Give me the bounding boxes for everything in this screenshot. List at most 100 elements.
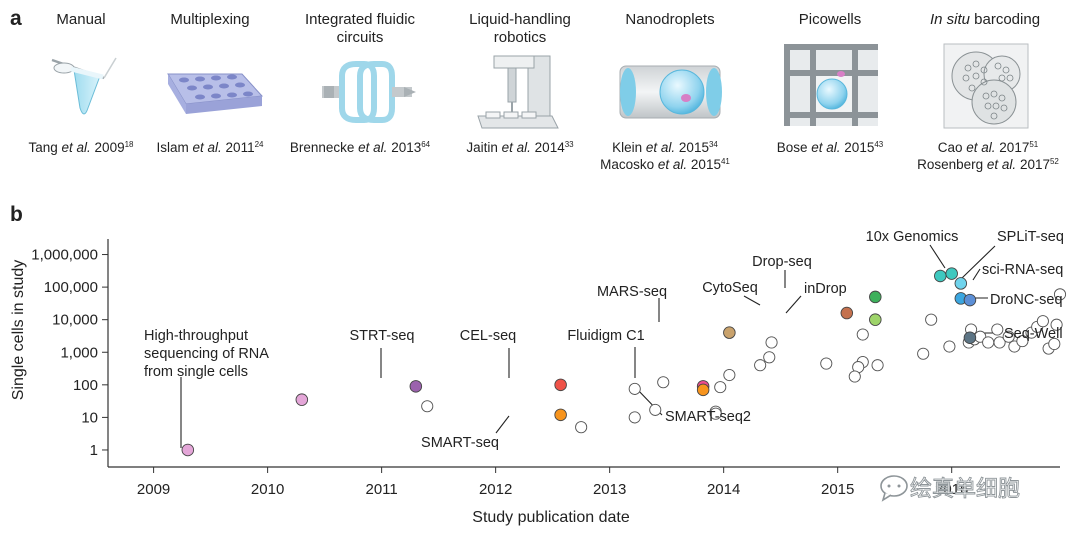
- chart-ticks: 2009 2010 2011 2012 2013 2014 2015 2016 1 10 100 1,…: [31, 247, 968, 498]
- method-in-situ-barcoding: In situ barcoding: [930, 11, 1040, 28]
- label-indrop: inDrop: [804, 281, 847, 297]
- citation: Cao et al. 201751: [938, 140, 1039, 155]
- other-study-point: [765, 336, 778, 349]
- other-study-point: [657, 376, 670, 389]
- other-study-point: [1002, 330, 1015, 343]
- label-cytoseq: CytoSeq: [702, 280, 758, 296]
- other-study-point: [917, 347, 930, 360]
- method-title: Manual: [56, 11, 105, 28]
- watermark: 绘真单细胞: [880, 475, 1020, 502]
- label-drop-seq: Drop-seq: [752, 254, 812, 270]
- leader-line: [743, 295, 761, 306]
- point-smart-seq: [554, 408, 567, 422]
- point-cel-seq: [554, 378, 567, 392]
- point-indrop: [869, 313, 882, 326]
- label-sci-rna-seq: sci-RNA-seq: [982, 262, 1063, 278]
- method-title: circuits: [337, 29, 384, 46]
- point-split-seq: [954, 277, 968, 290]
- label-high-throughput-sequencing-of-rna: from single cells: [144, 364, 248, 380]
- chat-bubble-icon: [880, 475, 908, 502]
- citation: Brennecke et al. 201364: [290, 140, 431, 155]
- annotation-labels: High-throughput sequencing of RNA from sin…: [144, 229, 1064, 451]
- y-tick-label: 10: [81, 409, 98, 426]
- x-tick-label: 2009: [137, 481, 170, 498]
- other-study-point: [943, 340, 956, 353]
- other-study-point: [1036, 315, 1049, 328]
- other-study-point: [848, 370, 861, 383]
- other-study-point: [991, 323, 1004, 336]
- panel-b-letter: b: [10, 203, 23, 226]
- other-study-point: [993, 336, 1006, 349]
- method-title: robotics: [494, 29, 547, 46]
- point-cytoseq: [840, 306, 854, 320]
- point-strt-seq: [409, 380, 423, 393]
- method-integrated-fluidic-circuits: Integrated fluidic circuits: [305, 11, 416, 46]
- x-tick-label: 2011: [365, 481, 397, 498]
- point-10x-genomics-a: [934, 269, 947, 283]
- y-tick-label: 10,000: [52, 312, 98, 329]
- label-cel-seq: CEL-seq: [460, 328, 516, 344]
- label-10x-genomics-a: 10x Genomics: [866, 229, 959, 245]
- label-mars-seq: MARS-seq: [597, 284, 667, 300]
- x-tick-label: 2016: [935, 481, 968, 498]
- method-title: Nanodroplets: [625, 11, 714, 28]
- citation: Tang et al. 200918: [28, 140, 134, 155]
- other-study-point: [723, 368, 736, 382]
- y-tick-label: 100,000: [44, 279, 98, 296]
- label-seq-well: Seq-Well: [1004, 326, 1063, 342]
- other-study-point: [628, 411, 641, 424]
- other-study-point: [649, 403, 662, 416]
- other-study-point: [754, 359, 767, 372]
- label-smart-seq2: SMART-seq2: [665, 409, 751, 425]
- other-study-point: [1048, 337, 1061, 350]
- method-title: Multiplexing: [170, 11, 249, 28]
- other-study-point: [763, 351, 776, 364]
- citations: Tang et al. 200918 Islam et al. 201124 Bre…: [28, 140, 1059, 172]
- y-tick-label: 1: [90, 442, 98, 459]
- point-seq-well: [963, 331, 977, 344]
- citation: Rosenberg et al. 201752: [917, 157, 1059, 172]
- method-multiplexing: Multiplexing: [170, 11, 249, 28]
- method-picowells: Picowells: [799, 11, 862, 28]
- chart-axes: [107, 239, 1060, 468]
- leader-line: [495, 415, 510, 434]
- point-drop-seq: [869, 290, 882, 304]
- citation: Klein et al. 201534: [612, 140, 718, 155]
- droplet-channel-icon: [619, 65, 722, 119]
- y-tick-label: 1,000: [60, 344, 98, 361]
- cell-clusters-icon: [943, 43, 1029, 129]
- other-study-point: [1053, 288, 1067, 301]
- tube-pipette-icon: [51, 57, 117, 115]
- point-mars-seq: [723, 326, 736, 339]
- x-tick-label: 2015: [821, 481, 854, 498]
- other-study-point: [628, 382, 641, 395]
- method-title: In situ barcoding: [930, 11, 1040, 28]
- highlighted-points: [181, 267, 977, 457]
- other-study-point: [1016, 335, 1029, 348]
- watermark-text: 绘真单细胞: [910, 477, 1020, 502]
- method-liquid-handling-robotics: Liquid-handling robotics: [469, 11, 571, 46]
- method-title: Liquid-handling: [469, 11, 571, 28]
- other-study-point: [714, 381, 727, 394]
- other-study-point: [856, 328, 869, 341]
- leader-line: [972, 268, 981, 281]
- label-fluidigm-c1: Fluidigm C1: [567, 328, 644, 344]
- point-high-throughput-sequencing-of-rna: [181, 443, 195, 457]
- x-tick-label: 2014: [707, 481, 740, 498]
- citation: Jaitin et al. 201433: [466, 140, 574, 155]
- y-axis-label: Single cells in study: [10, 260, 27, 401]
- other-study-point: [925, 313, 938, 326]
- other-study-point: [709, 407, 722, 420]
- point-smart-seq2: [696, 383, 710, 397]
- fluidic-circuit-icon: [322, 61, 416, 123]
- scatter-chart: 2009 2010 2011 2012 2013 2014 2015 2016 1 10 100 1,…: [10, 229, 1067, 526]
- x-tick-label: 2013: [593, 481, 626, 498]
- point-unlabeled-2010: [295, 393, 309, 406]
- citation: Macosko et al. 201541: [600, 157, 730, 172]
- leader-line: [961, 245, 996, 279]
- label-high-throughput-sequencing-of-rna: High-throughput: [144, 328, 248, 344]
- citation: Bose et al. 201543: [777, 140, 884, 155]
- annotation-leaders: [180, 244, 1001, 448]
- picowell-icon: [784, 44, 878, 126]
- robot-icon: [477, 55, 559, 129]
